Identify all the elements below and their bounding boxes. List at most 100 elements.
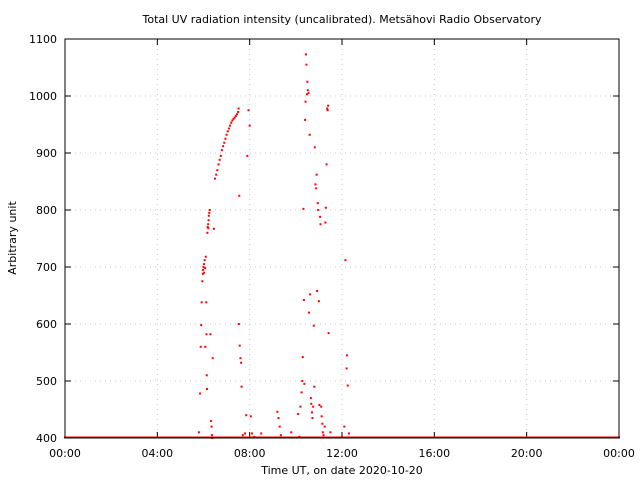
- data-point: [326, 109, 329, 112]
- data-point: [229, 124, 232, 127]
- data-point: [197, 431, 200, 434]
- data-point: [314, 183, 317, 186]
- data-point: [319, 223, 322, 226]
- data-point: [347, 432, 350, 435]
- y-tick-label: 900: [36, 147, 57, 160]
- data-point: [320, 415, 323, 418]
- data-point: [249, 415, 252, 418]
- data-point: [316, 289, 319, 292]
- data-point: [345, 367, 348, 370]
- data-point: [309, 293, 312, 296]
- data-point: [250, 432, 253, 435]
- data-point: [308, 133, 311, 136]
- data-point: [214, 177, 217, 180]
- data-point: [212, 227, 215, 230]
- data-point: [320, 405, 323, 408]
- data-point: [204, 255, 207, 258]
- y-tick-label: 700: [36, 261, 57, 274]
- data-point: [302, 299, 305, 302]
- data-point: [290, 431, 293, 434]
- data-point: [208, 209, 211, 211]
- y-tick-label: 1000: [29, 90, 57, 103]
- data-point: [327, 104, 330, 107]
- data-point: [322, 434, 325, 437]
- data-point: [247, 109, 250, 112]
- data-point: [206, 231, 209, 234]
- y-axis-label: Arbitrary unit: [6, 201, 19, 275]
- data-point: [207, 214, 210, 217]
- data-point: [237, 110, 240, 113]
- x-tick-label: 20:00: [511, 447, 543, 460]
- y-axis-ticks: 400 500 600 700 800 900 1000 1100: [29, 33, 619, 445]
- data-point: [203, 271, 206, 274]
- data-point: [324, 206, 327, 209]
- data-point: [208, 211, 211, 214]
- data-point: [297, 413, 300, 416]
- x-tick-label: 12:00: [326, 447, 358, 460]
- y-tick-label: 800: [36, 204, 57, 217]
- data-point: [239, 357, 242, 360]
- data-point: [321, 431, 324, 434]
- data-point: [209, 333, 212, 336]
- chart-title: Total UV radiation intensity (uncalibrat…: [142, 13, 542, 26]
- data-point: [230, 121, 233, 124]
- data-point: [207, 223, 210, 226]
- data-point: [316, 202, 319, 205]
- data-point: [326, 107, 329, 110]
- data-point: [304, 53, 307, 56]
- data-point: [205, 374, 208, 377]
- x-tick-label: 04:00: [141, 447, 173, 460]
- data-point: [298, 435, 301, 438]
- data-point: [310, 402, 313, 405]
- data-point: [312, 324, 315, 327]
- data-point: [201, 272, 204, 275]
- data-point: [248, 124, 251, 127]
- data-point: [205, 301, 208, 304]
- data-point: [278, 425, 281, 428]
- data-point: [245, 414, 248, 417]
- data-point: [207, 227, 210, 230]
- data-point: [237, 323, 240, 325]
- data-point: [327, 332, 330, 335]
- data-point: [277, 417, 280, 420]
- data-point: [306, 89, 309, 92]
- data-point: [311, 417, 314, 420]
- data-point: [233, 116, 236, 119]
- data-point: [199, 392, 202, 395]
- x-tick-label: 08:00: [234, 447, 266, 460]
- data-point: [220, 149, 223, 152]
- y-tick-label: 400: [36, 432, 57, 445]
- data-point: [203, 259, 206, 262]
- data-point: [303, 382, 306, 385]
- data-point: [209, 419, 212, 422]
- data-point: [219, 154, 222, 157]
- data-point: [246, 154, 249, 157]
- x-tick-label: 00:00: [49, 447, 81, 460]
- data-point: [238, 344, 241, 347]
- data-point: [201, 280, 204, 283]
- data-point: [211, 357, 214, 360]
- data-point: [224, 137, 227, 140]
- data-point: [253, 435, 256, 438]
- data-point: [344, 259, 347, 262]
- data-point: [318, 403, 321, 406]
- plot-frame: [64, 38, 620, 439]
- data-point: [279, 434, 282, 437]
- data-point: [232, 117, 235, 120]
- data-point: [300, 391, 303, 394]
- data-point: [240, 361, 243, 364]
- data-point: [204, 267, 207, 270]
- data-point: [244, 432, 247, 435]
- data-point: [202, 263, 205, 266]
- data-point: [325, 163, 328, 166]
- data-point: [304, 100, 307, 103]
- data-point: [238, 194, 241, 197]
- data-point: [346, 354, 349, 357]
- data-point: [216, 169, 219, 172]
- data-point: [317, 209, 320, 211]
- data-point: [211, 434, 214, 437]
- data-point: [240, 385, 243, 388]
- data-point: [306, 80, 309, 83]
- data-point: [312, 405, 315, 408]
- data-point: [346, 384, 349, 387]
